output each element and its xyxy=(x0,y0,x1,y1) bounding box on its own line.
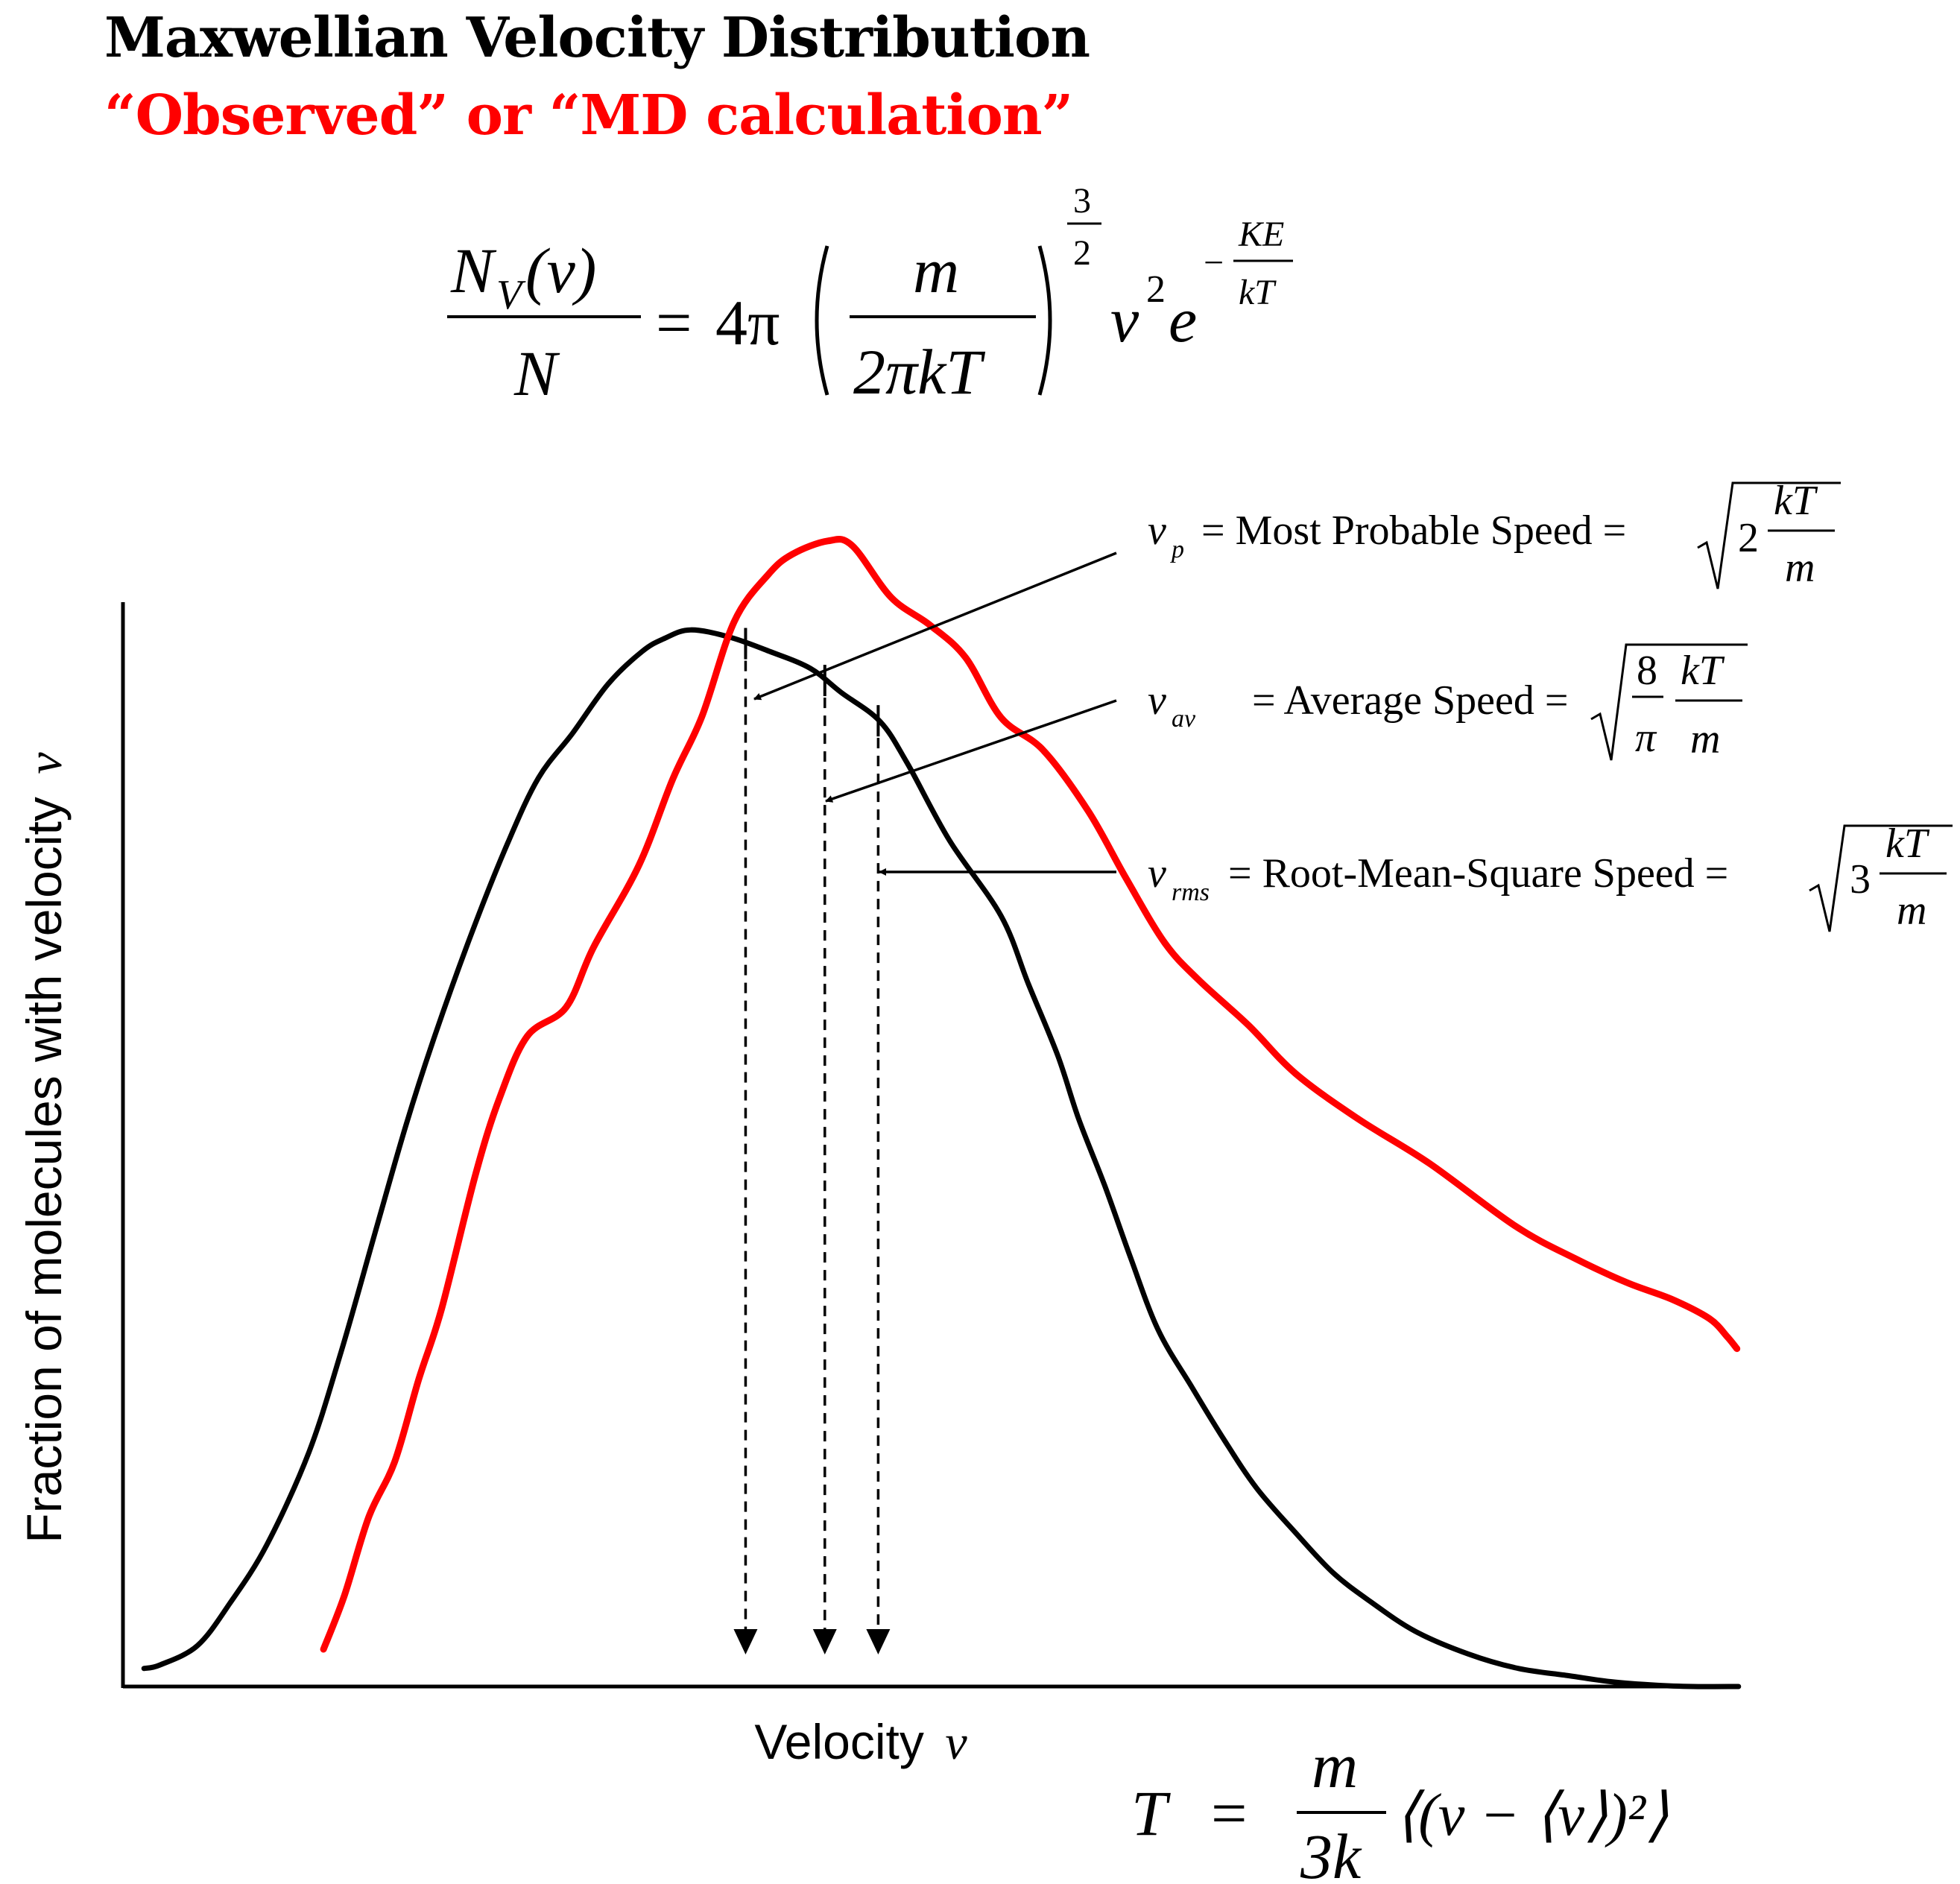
eq-e-exp-sign: − xyxy=(1204,243,1224,282)
eq-e-exp-num: KE xyxy=(1238,215,1284,254)
vrms-text: = Root-Mean-Square Speed = xyxy=(1228,850,1728,897)
eq-v: v xyxy=(1110,284,1139,355)
arrow-vav xyxy=(825,699,1117,803)
x-axis-label: Velocity v xyxy=(754,1714,967,1770)
vrms-den: m xyxy=(1897,888,1926,934)
eq-frac-num: m xyxy=(913,235,959,306)
series-observed-line xyxy=(320,536,1741,1653)
eq-frac-den: 2πkT xyxy=(853,336,985,408)
eq-exp-num: 3 xyxy=(1073,181,1091,221)
eq-coef: 4π xyxy=(715,287,780,358)
vp-den: m xyxy=(1785,545,1815,591)
vrms-num: kT xyxy=(1885,821,1930,867)
eq-lhs-den: N xyxy=(513,338,560,409)
eq-right-paren xyxy=(1037,245,1052,396)
marker-arrowhead-v_p xyxy=(733,1629,758,1654)
x-axis-label-var: v xyxy=(945,1716,967,1770)
vrms-coef: 3 xyxy=(1850,856,1871,903)
eq-left-paren xyxy=(815,245,829,396)
vav-text: = Average Speed = xyxy=(1252,677,1568,724)
y-axis-label: Fraction of molecules with velocity v xyxy=(16,752,72,1543)
vrms-sub: rms xyxy=(1172,879,1210,906)
annotation-vp: v p = Most Probable Speed = 2 kT m xyxy=(1148,478,1841,591)
vav-sub: av xyxy=(1172,705,1196,733)
annotation-vrms: v rms = Root-Mean-Square Speed = 3 kT m xyxy=(1148,821,1953,934)
marker-arrowhead-v_av xyxy=(812,1629,837,1654)
x-axis-label-text: Velocity xyxy=(754,1714,923,1769)
eq-v-exp: 2 xyxy=(1146,268,1166,311)
y-axis-label-var: v xyxy=(18,752,72,774)
vp-sub: p xyxy=(1170,536,1184,563)
vrms-sqrt-sign xyxy=(1809,824,1953,932)
annotation-vav: v av = Average Speed = 8 π kT m xyxy=(1148,643,1748,762)
eq-e: e xyxy=(1169,284,1197,355)
eq-e-exp-den: kT xyxy=(1239,273,1277,312)
eq2-rhs: ⟨(v − ⟨v⟩)²⟩ xyxy=(1395,1783,1669,1848)
vav-coef-den: π xyxy=(1635,715,1657,761)
y-axis-label-text: Fraction of molecules with velocity xyxy=(16,797,72,1543)
chart-subtitle: “Observed” or “MD calculation” xyxy=(104,83,1073,148)
eq2-frac-den: 3k xyxy=(1300,1821,1362,1884)
vp-text: = Most Probable Speed = xyxy=(1201,508,1626,554)
marker-arrowhead-v_rms xyxy=(866,1629,891,1654)
vav-symbol: v xyxy=(1148,677,1166,724)
eq-lhs-num: N xyxy=(450,235,497,306)
equation-top: N V (v) N = 4π m 2πkT 3 2 v 2 e − KE kT xyxy=(447,181,1293,409)
chart-title: Maxwellian Velocity Distribution xyxy=(104,6,1090,70)
vav-coef-num: 8 xyxy=(1637,648,1657,694)
eq2-frac-num: m xyxy=(1312,1730,1358,1801)
eq2-equals: = xyxy=(1211,1777,1248,1849)
eq2-lhs: T xyxy=(1131,1777,1171,1849)
series-theory-line xyxy=(141,627,1742,1689)
vav-num: kT xyxy=(1681,648,1725,694)
vrms-symbol: v xyxy=(1148,850,1166,897)
equation-bottom: T = m 3k ⟨(v − ⟨v⟩)²⟩ xyxy=(1131,1730,1669,1884)
eq-lhs-num-sub: V xyxy=(496,272,526,318)
vp-symbol: v xyxy=(1148,508,1166,554)
eq-lhs-num-arg: (v) xyxy=(525,235,596,306)
vp-sqrt-sign xyxy=(1697,481,1841,589)
eq-equals: = xyxy=(656,287,692,358)
vav-sqrt-sign xyxy=(1590,643,1748,761)
vp-coef: 2 xyxy=(1738,515,1759,561)
vp-num: kT xyxy=(1774,478,1818,524)
speed-markers xyxy=(733,628,891,1654)
vav-den: m xyxy=(1690,716,1720,762)
eq-exp-den: 2 xyxy=(1073,233,1091,273)
arrow-vp xyxy=(753,551,1117,701)
